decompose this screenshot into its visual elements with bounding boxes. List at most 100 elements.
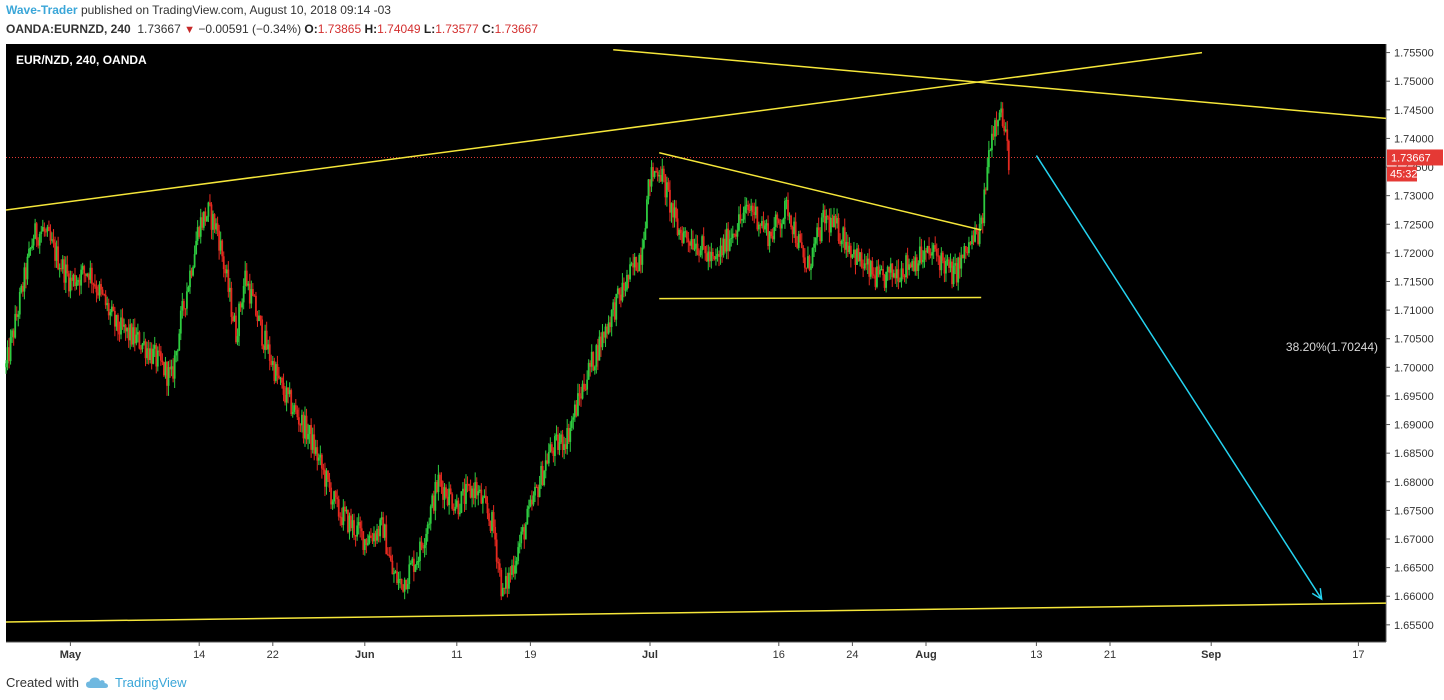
candle-body (659, 175, 662, 182)
candle-body (558, 442, 561, 450)
candle-body (339, 516, 342, 518)
candle-body (397, 579, 400, 584)
candle-body (730, 238, 733, 240)
candle-body (842, 227, 845, 242)
high-value: 1.74049 (377, 22, 421, 36)
candle-body (150, 348, 153, 364)
candle-body (187, 287, 190, 292)
candle-body (342, 506, 345, 526)
candle-body (733, 233, 736, 235)
candle-body (777, 219, 780, 224)
candle-body (543, 470, 546, 486)
candle-body (1006, 129, 1009, 141)
candle-body (250, 289, 253, 304)
candle-body (9, 336, 12, 362)
candle-body (389, 555, 392, 561)
candle-body (711, 251, 714, 257)
candle-body (8, 347, 10, 362)
candle-body (331, 501, 334, 505)
candle-body (908, 264, 911, 270)
candle-body (971, 235, 973, 245)
candle-body (261, 319, 263, 346)
candle-body (153, 345, 156, 349)
candle-body (123, 324, 125, 327)
projection-arrow-head (1311, 588, 1323, 601)
candle-body (457, 500, 460, 515)
symbol-info-bar: OANDA:EURNZD, 240 1.73667 ▼ −0.00591 (−0… (6, 22, 538, 36)
candle-body (411, 558, 414, 563)
candle-body (687, 238, 690, 243)
candle-body (15, 313, 18, 317)
candle-body (463, 488, 466, 504)
candle-body (860, 252, 863, 268)
candle-body (167, 367, 170, 386)
candle-body (892, 273, 895, 278)
candle-body (238, 303, 240, 337)
candle-body (724, 238, 727, 252)
trendline (659, 151, 982, 231)
candle-body (175, 351, 178, 356)
candle-body (871, 261, 874, 275)
candle-body (652, 167, 654, 177)
candle-body (843, 227, 846, 250)
last-price-tag-label: 1.73667 (1391, 152, 1431, 164)
chart-title: EUR/NZD, 240, OANDA (16, 53, 147, 67)
high-label: H: (364, 22, 378, 36)
candle-body (793, 221, 796, 235)
candle-body (911, 261, 914, 268)
candle-body (136, 332, 139, 335)
candle-body (196, 227, 199, 241)
candle-body (719, 245, 722, 257)
candle-body (78, 279, 81, 286)
candle-body (393, 572, 395, 575)
candle-body (613, 302, 616, 320)
candle-body (221, 240, 224, 257)
candle-body (132, 327, 135, 345)
candle-body (29, 248, 32, 250)
candle-body (282, 382, 285, 395)
candle-body (46, 226, 49, 232)
tradingview-link[interactable]: TradingView (114, 675, 187, 690)
candle-body (439, 474, 441, 480)
candle-body (452, 508, 455, 511)
candle-body (661, 168, 664, 182)
candle-body (435, 482, 438, 492)
candle-body (754, 206, 757, 216)
candle-body (351, 520, 354, 529)
candle-body (506, 576, 509, 589)
price-chart[interactable]: 1.755001.750001.745001.740001.735001.730… (0, 40, 1444, 665)
fib-level-label: 38.20%(1.70244) (1286, 340, 1378, 354)
candle-body (532, 495, 535, 505)
candle-body (705, 253, 708, 262)
candle-body (636, 270, 639, 272)
candle-body (233, 315, 236, 322)
candle-body (802, 247, 805, 258)
candle-body (190, 270, 193, 276)
y-tick-label: 1.65500 (1394, 620, 1434, 632)
candle-body (629, 264, 631, 280)
candle-body (649, 179, 651, 187)
candle-body (126, 327, 129, 332)
candle-body (797, 234, 800, 248)
candle-body (158, 350, 161, 352)
author-link[interactable]: Wave-Trader (6, 3, 78, 17)
candle-body (830, 217, 832, 233)
candle-body (974, 228, 976, 242)
candle-body (5, 363, 7, 368)
candle-body (626, 274, 628, 290)
candle-body (741, 219, 743, 221)
candle-body (606, 326, 608, 334)
candle-body (362, 531, 365, 550)
candle-body (81, 266, 84, 270)
candle-body (218, 230, 221, 251)
candle-body (523, 527, 526, 540)
candle-body (592, 351, 595, 371)
candle-body (624, 289, 627, 291)
y-tick-label: 1.69500 (1394, 391, 1434, 403)
candle-body (192, 267, 194, 276)
candle-body (928, 245, 930, 254)
candle-body (946, 259, 949, 262)
candle-body (1007, 140, 1010, 171)
candle-body (814, 237, 817, 244)
candle-body (610, 309, 613, 327)
